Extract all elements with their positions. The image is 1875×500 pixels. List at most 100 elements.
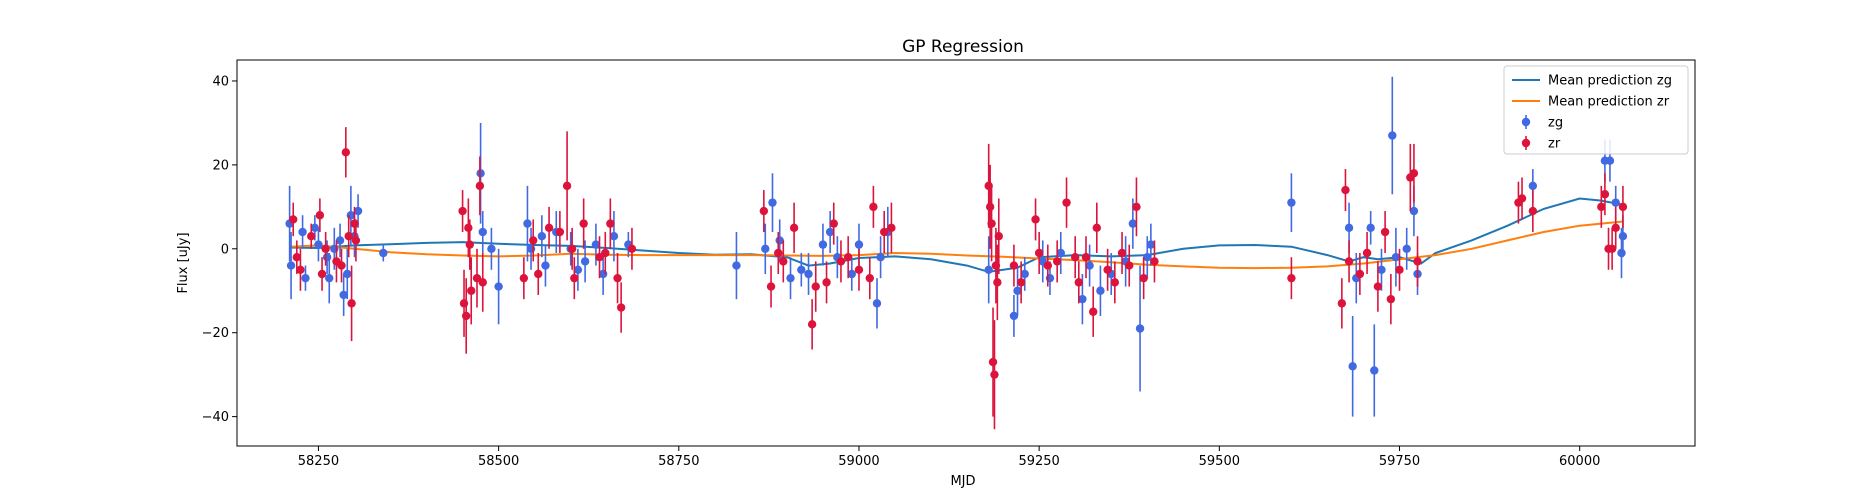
legend-label: zg [1548,116,1563,131]
zg-data-point [301,273,310,283]
zg-data-point [591,240,601,249]
zr-data-point [879,227,889,237]
zg-data-point [1146,240,1156,249]
y-tick-label: −40 [202,410,229,425]
zr-data-point [987,219,996,228]
zr-data-point [464,223,473,233]
zr-data-point [1528,206,1538,216]
legend-label: Mean prediction zg [1548,74,1672,89]
zg-data-point [298,227,307,237]
zr-data-point [1089,307,1098,316]
y-tick-label: −20 [202,326,229,341]
zr-data-point [829,219,838,228]
zr-data-point [1409,169,1419,178]
zg-data-point [1020,269,1029,279]
zg-data-point [1135,324,1145,333]
zg-data-point [1370,366,1379,375]
zg-data-point [609,232,619,241]
zr-data-point [774,248,783,258]
zr-data-point [1074,278,1083,287]
zr-data-point [1337,299,1347,308]
x-tick-label: 58750 [658,454,699,469]
zr-data-point [458,206,467,216]
zg-data-point [1348,362,1357,371]
zg-data-point [1009,311,1019,321]
zr-data-point [467,286,476,295]
zr-data-point [1362,248,1372,258]
chart-axes: 58250 58500 58750 59000 59250 59500 59750 60000… [202,59,1696,469]
zr-data-point [836,257,846,266]
legend-box [1503,65,1689,155]
zg-data-point [1128,219,1138,228]
zr-data-point [869,202,878,212]
zg-data-point [541,261,550,270]
legend: Mean prediction zg Mean prediction zr zg zr [1503,65,1689,155]
zr-data-point [579,219,588,228]
x-tick-label: 59250 [1018,454,1059,469]
zg-data-point [1528,181,1538,191]
zr-data-point [567,244,577,254]
zg-data-point [1013,286,1022,295]
zr-data-point [595,252,604,262]
zg-data-point [1409,206,1419,216]
zr-data-point [555,227,565,237]
zr-data-point [296,265,305,274]
zg-data-point [1344,223,1354,233]
zg-data-point [580,257,590,266]
zg-data-point [732,261,741,270]
zr-data-point [1062,198,1071,207]
zg-data-point [984,265,993,274]
zr-data-point [1125,261,1134,270]
zr-data-point [1070,252,1080,262]
zr-data-point [811,282,820,291]
zr-data-point [606,219,615,228]
chart-marks [285,76,1628,430]
zg-data-point [872,299,882,308]
zr-data-point [472,273,482,283]
zr-data-point [347,299,356,308]
zr-data-point [865,273,874,283]
zr-data-point [292,252,302,262]
zr-data-point [854,265,864,274]
zg-data-point [1605,156,1615,165]
zr-data-point [475,181,485,191]
zr-data-point [1052,257,1062,266]
zr-data-point [351,236,361,245]
zr-data-point [1132,202,1141,212]
zr-data-point [317,269,327,279]
zg-data-point [314,240,323,249]
zr-data-point [529,236,538,245]
y-axis-label: Flux [uJy] [176,232,191,293]
legend-marker-swatch [1521,117,1531,127]
x-axis-label: MJD [950,474,975,489]
zg-data-point [768,198,777,207]
zr-data-point [562,181,572,191]
zr-data-point [1034,248,1044,258]
zg-data-point [487,244,496,254]
zr-data-point [613,273,622,283]
zg-data-point [573,265,583,274]
zg-data-point [343,269,352,279]
zg-data-point [818,240,828,249]
zr-data-point [1395,265,1404,274]
zg-data-point [1143,252,1152,262]
zr-data-point [1341,185,1350,195]
zr-data-point [1043,261,1053,270]
chart-title: GP Regression [902,37,1024,57]
zr-data-point [627,244,637,254]
zr-data-point [994,232,1003,241]
zr-data-point [478,278,487,287]
zg-data-point [1618,232,1628,241]
zr-data-point [1355,269,1365,279]
x-tick-label: 59500 [1199,454,1240,469]
zr-data-point [1150,257,1159,266]
zr-data-point [1287,273,1296,283]
zr-data-point [1611,223,1620,233]
zg-data-point [854,240,864,249]
zr-data-point [1009,261,1019,270]
zg-data-point [325,273,334,283]
zg-data-point [1611,198,1620,207]
y-tick-label: 0 [221,242,229,257]
legend-marker-swatch [1521,138,1531,148]
zr-data-point [988,357,998,367]
